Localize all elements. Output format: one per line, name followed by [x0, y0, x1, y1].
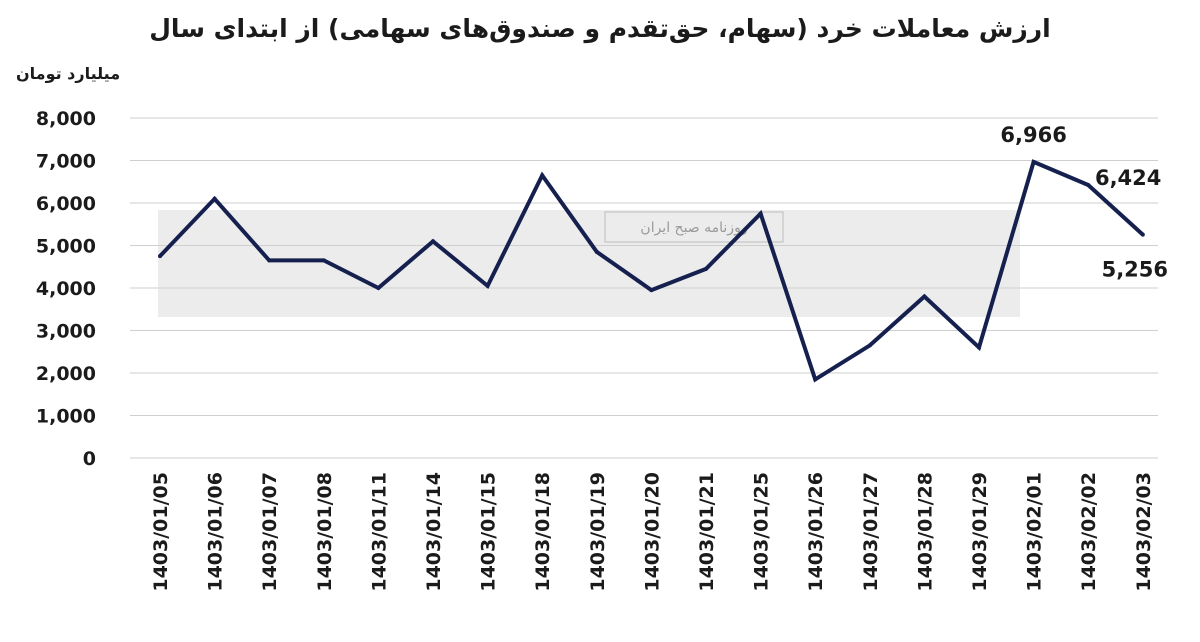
y-tick-label: 7,000 [36, 151, 96, 173]
data-label: 5,256 [1102, 258, 1168, 282]
x-tick-label: 1403/01/06 [205, 472, 227, 592]
data-point [649, 288, 654, 293]
y-axis-unit-label: میلیارد تومان [16, 64, 121, 83]
data-point [376, 286, 381, 290]
series-layer [158, 159, 1145, 383]
y-tick-label: 5,000 [36, 236, 96, 258]
data-label: 6,966 [1000, 123, 1066, 147]
x-tick-label: 1403/01/15 [478, 472, 500, 592]
y-tick-label: 2,000 [36, 363, 96, 385]
x-tick-label: 1403/01/18 [532, 472, 554, 592]
x-tick-label: 1403/01/07 [259, 472, 281, 592]
data-point [758, 211, 763, 216]
x-tick-label: 1403/01/14 [423, 472, 445, 592]
data-point [212, 196, 217, 201]
x-tick-label: 1403/01/19 [587, 472, 609, 592]
y-tick-label: 3,000 [36, 321, 96, 343]
x-tick-label: 1403/01/05 [150, 472, 172, 592]
x-tick-label: 1403/02/03 [1133, 472, 1155, 592]
data-label: 6,424 [1095, 166, 1161, 190]
x-tick-label: 1403/01/21 [696, 472, 718, 592]
y-tick-label: 8,000 [36, 108, 96, 130]
x-tick-label: 1403/02/02 [1078, 472, 1100, 592]
x-axis-ticks: 1403/01/05 1403/01/06 1403/01/07 1403/01/08… [150, 472, 1155, 592]
y-axis-ticks: 0 1,000 2,000 3,000 4,000 5,000 6,000 7,000 8,00… [36, 108, 96, 470]
x-tick-label: 1403/01/27 [860, 472, 882, 592]
y-tick-label: 6,000 [36, 193, 96, 215]
watermark-band [158, 210, 1020, 317]
data-point [485, 283, 490, 288]
x-tick-label: 1403/01/11 [368, 472, 390, 592]
y-tick-label: 4,000 [36, 278, 96, 300]
x-tick-label: 1403/02/01 [1024, 472, 1046, 592]
data-point [867, 343, 872, 348]
y-tick-label: 0 [83, 448, 96, 470]
data-point [813, 377, 818, 382]
data-point [431, 239, 435, 244]
data-labels: 6,966 6,424 5,256 [1000, 123, 1168, 282]
chart-title: ارزش معاملات خرد (سهام، حق‌تقدم و صندوق‌… [149, 14, 1051, 43]
x-tick-label: 1403/01/26 [805, 472, 827, 592]
data-point [922, 294, 927, 299]
grid-lines [130, 117, 1158, 459]
data-point [321, 258, 326, 263]
x-tick-label: 1403/01/25 [751, 472, 773, 592]
data-point [704, 266, 708, 271]
watermark: روزنامه صبح ایران [158, 210, 1020, 317]
watermark-caption-box [604, 211, 784, 243]
y-tick-label: 1,000 [36, 406, 96, 428]
data-point [1031, 159, 1036, 164]
data-point [1140, 232, 1145, 237]
data-point [540, 173, 545, 178]
x-tick-label: 1403/01/29 [969, 472, 991, 592]
x-tick-label: 1403/01/08 [314, 472, 336, 592]
data-point [594, 249, 599, 254]
data-point [158, 254, 162, 259]
watermark-caption: روزنامه صبح ایران [640, 220, 747, 236]
data-point [977, 345, 981, 350]
x-tick-label: 1403/01/20 [641, 472, 663, 592]
x-tick-label: 1403/01/28 [914, 472, 936, 592]
data-point [267, 258, 272, 263]
data-point [1086, 182, 1091, 187]
